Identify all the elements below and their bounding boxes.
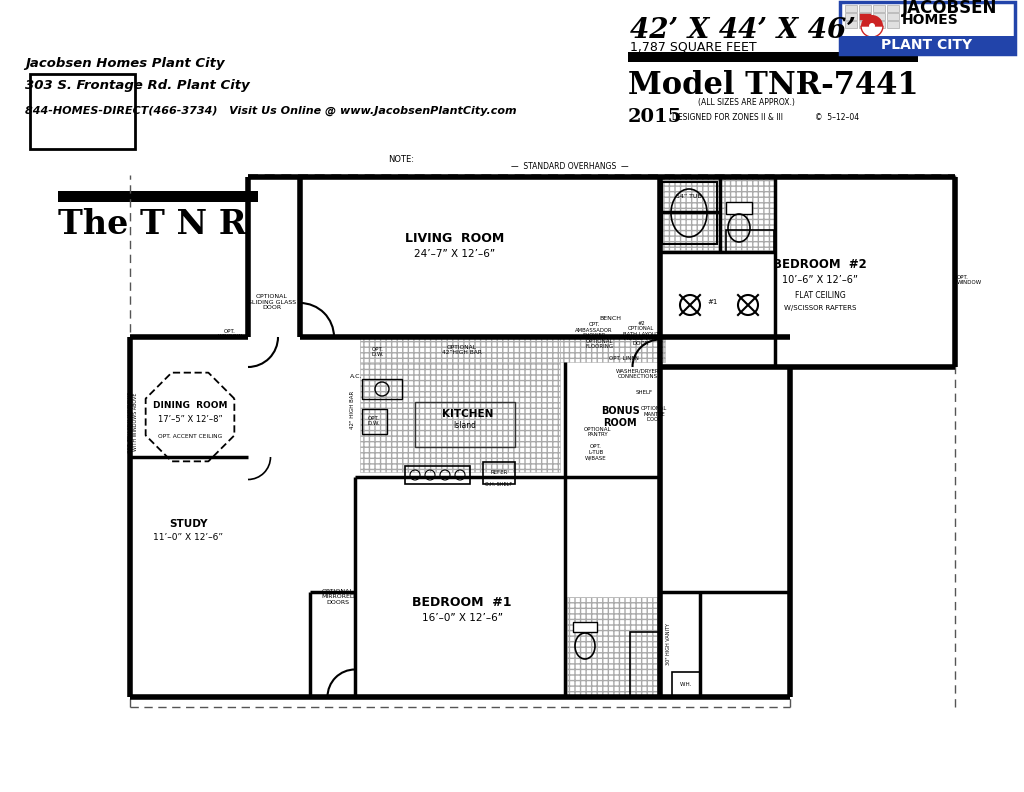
Text: O.H. SHELF: O.H. SHELF [485, 482, 513, 486]
Text: OPTIONAL
MIRRORED
DOORS: OPTIONAL MIRRORED DOORS [322, 588, 355, 605]
Text: Jacobsen Homes Plant City: Jacobsen Homes Plant City [25, 58, 224, 70]
Text: OPTIONAL
42”HIGH BAR: OPTIONAL 42”HIGH BAR [442, 345, 482, 356]
Text: A.C.: A.C. [350, 375, 362, 379]
Bar [845, 21, 857, 28]
Bar [630, 632, 660, 697]
Text: OPT. TRI-VIEW WINDOWS
WITH WINDOWS ABOVE: OPT. TRI-VIEW WINDOWS WITH WINDOWS ABOVE [128, 391, 138, 453]
Text: OPT.
WINDOW: OPT. WINDOW [957, 275, 982, 285]
Text: 54” TUB: 54” TUB [676, 193, 701, 199]
Text: 30" HIGH VANITY: 30" HIGH VANITY [666, 623, 671, 665]
Bar [662, 182, 717, 244]
Text: OPT.
L-TUB
W/BASE: OPT. L-TUB W/BASE [585, 444, 607, 460]
Text: OPT.
AMBASSADOR
SHOWER: OPT. AMBASSADOR SHOWER [575, 322, 612, 338]
Bar [887, 21, 899, 28]
Circle shape [869, 23, 874, 29]
Bar [840, 36, 1015, 54]
Bar [362, 379, 402, 399]
Text: Model TNR-7441: Model TNR-7441 [628, 70, 919, 101]
Text: BENCH: BENCH [599, 315, 621, 321]
Text: The T N R: The T N R [58, 208, 247, 241]
Text: OPTIONAL
SLIDING GLASS
DOOR: OPTIONAL SLIDING GLASS DOOR [248, 294, 296, 310]
Bar [362, 409, 387, 434]
Bar [859, 21, 871, 28]
Text: 1,787 SQUARE FEET: 1,787 SQUARE FEET [630, 40, 757, 54]
Text: 24’–7” X 12’–6”: 24’–7” X 12’–6” [415, 249, 496, 259]
Text: OPT.
D.W.: OPT. D.W. [368, 416, 380, 426]
Text: 16’–0” X 12’–6”: 16’–0” X 12’–6” [422, 613, 503, 623]
Bar [887, 5, 899, 12]
Text: HOUSE TYPE
DOOR: HOUSE TYPE DOOR [624, 336, 658, 346]
Text: BEDROOM  #2: BEDROOM #2 [773, 257, 867, 271]
Bar [560, 337, 665, 362]
Text: PLANT CITY: PLANT CITY [882, 38, 973, 52]
Text: OPT.
WINDOW: OPT. WINDOW [217, 329, 243, 340]
Bar [573, 622, 597, 632]
Text: W/SCISSOR RAFTERS: W/SCISSOR RAFTERS [783, 305, 856, 311]
Text: 10’–6” X 12’–6”: 10’–6” X 12’–6” [782, 275, 858, 285]
Text: 42’ X 44’ X 46’: 42’ X 44’ X 46’ [630, 17, 856, 44]
Bar [873, 13, 885, 20]
Text: OPTIONAL
PANTRY: OPTIONAL PANTRY [585, 427, 611, 437]
Bar [58, 191, 258, 202]
Text: OPTIONAL
MANTEE
DOOR: OPTIONAL MANTEE DOOR [641, 406, 667, 422]
Text: SHELF: SHELF [636, 390, 652, 394]
Bar [360, 337, 560, 362]
Bar [873, 5, 885, 12]
Wedge shape [861, 15, 883, 26]
Text: REFER: REFER [490, 470, 508, 475]
Text: (ALL SIZES ARE APPROX.): (ALL SIZES ARE APPROX.) [698, 97, 795, 106]
Bar [726, 202, 752, 214]
Text: ©  5–12–04: © 5–12–04 [815, 112, 859, 121]
Text: 11’–0” X 12’–6”: 11’–0” X 12’–6” [153, 534, 223, 543]
Text: OPT.
D.W.: OPT. D.W. [372, 347, 384, 357]
Text: W.H.: W.H. [680, 683, 692, 687]
Bar [483, 462, 515, 484]
Bar [845, 5, 857, 12]
Text: BEDROOM  #1: BEDROOM #1 [413, 596, 512, 608]
Bar [859, 13, 871, 20]
Text: BONUS
ROOM: BONUS ROOM [601, 406, 639, 428]
Bar [406, 466, 470, 484]
Text: —  STANDARD OVERHANGS  —: — STANDARD OVERHANGS — [511, 162, 629, 171]
Bar [567, 597, 657, 697]
Text: #2
OPTIONAL
BATH LAYOUT: #2 OPTIONAL BATH LAYOUT [623, 321, 659, 337]
Text: FLAT CEILING: FLAT CEILING [795, 291, 846, 300]
Text: JACOBSEN: JACOBSEN [902, 0, 997, 17]
Text: WASHER/DRYER
CONNECTIONS: WASHER/DRYER CONNECTIONS [616, 368, 659, 379]
Text: OPTIONAL
FLOORING: OPTIONAL FLOORING [586, 339, 614, 349]
Text: 303 S. Frontage Rd. Plant City: 303 S. Frontage Rd. Plant City [25, 79, 250, 93]
Bar [873, 21, 885, 28]
Bar [30, 74, 135, 149]
Bar [840, 2, 1015, 54]
Bar [845, 13, 857, 20]
Text: 844-HOMES-DIRECT(466-3734)   Visit Us Online @ www.JacobsenPlantCity.com: 844-HOMES-DIRECT(466-3734) Visit Us Onli… [25, 106, 517, 116]
Text: LIVING  ROOM: LIVING ROOM [406, 233, 505, 246]
Bar [628, 52, 918, 62]
Wedge shape [861, 26, 883, 37]
Text: NOTE:: NOTE: [388, 154, 414, 163]
Text: OPT. LINEN: OPT. LINEN [609, 356, 639, 360]
Text: 42" HIGH BAR: 42" HIGH BAR [349, 391, 354, 429]
Text: DINING  ROOM: DINING ROOM [153, 402, 227, 410]
Bar [672, 672, 700, 697]
Text: #1: #1 [708, 299, 718, 305]
Text: 2015: 2015 [628, 108, 682, 126]
Bar [887, 13, 899, 20]
Text: HOMES: HOMES [902, 13, 958, 27]
Bar [726, 230, 774, 252]
Text: OPT. ACCENT CEILING: OPT. ACCENT CEILING [158, 435, 222, 440]
Text: Island: Island [454, 421, 476, 429]
Text: STUDY: STUDY [169, 519, 207, 529]
Bar [360, 342, 560, 472]
Bar [662, 178, 774, 250]
Text: DESIGNED FOR ZONES II & III: DESIGNED FOR ZONES II & III [672, 112, 783, 121]
Text: KITCHEN: KITCHEN [442, 409, 494, 419]
Text: 17’–5” X 12’–8”: 17’–5” X 12’–8” [158, 414, 222, 424]
Bar [415, 402, 515, 447]
Bar [859, 5, 871, 12]
